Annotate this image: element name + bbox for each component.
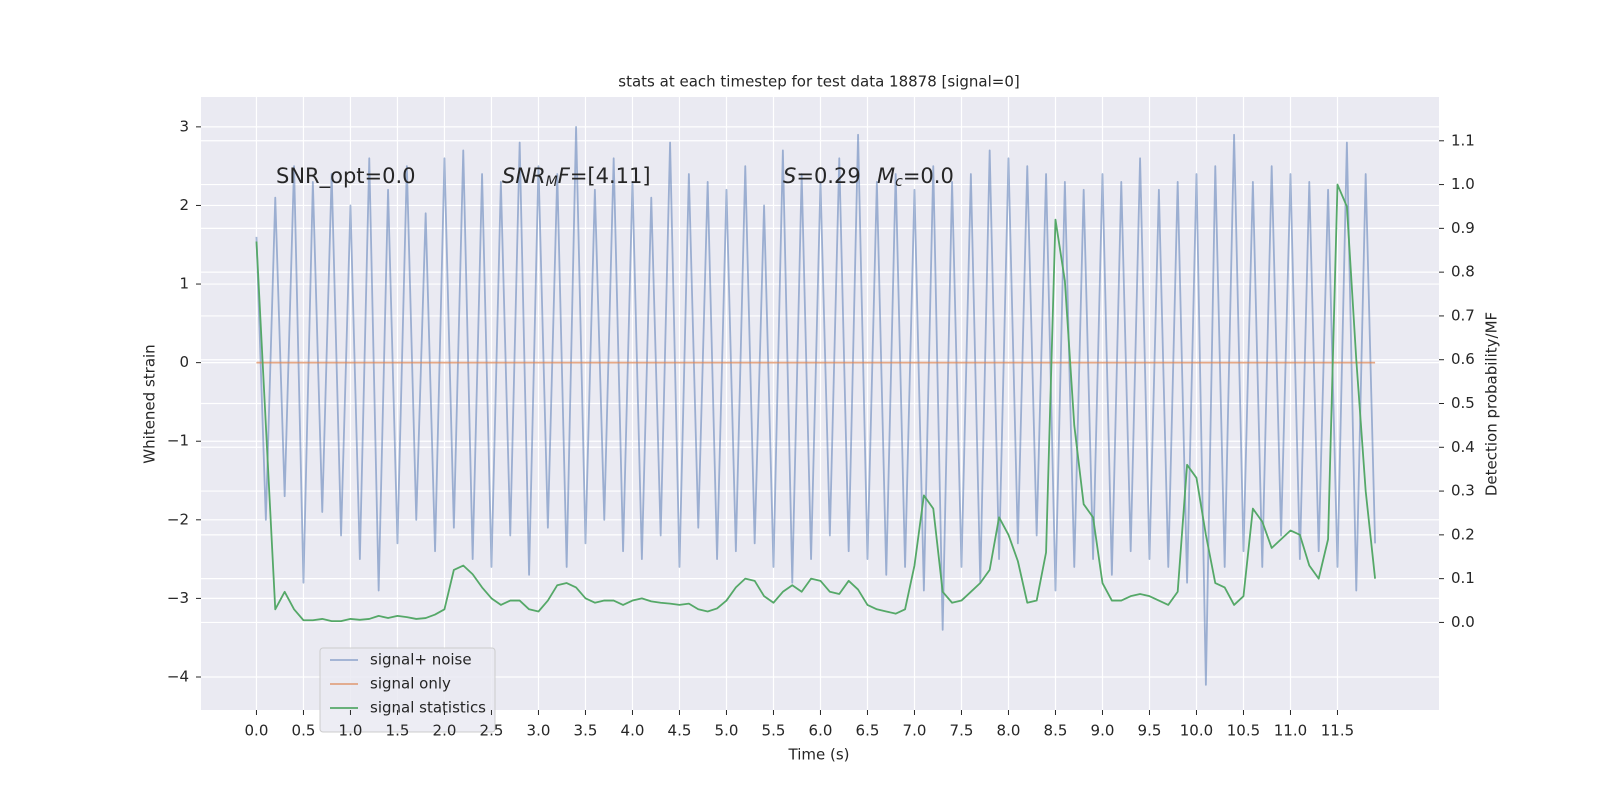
y-tick-label: −1 xyxy=(167,432,189,450)
x-tick-label: 8.0 xyxy=(997,722,1021,740)
y2-tick-label: 0.5 xyxy=(1451,394,1475,412)
y2-tick-label: 1.0 xyxy=(1451,175,1475,193)
legend-box xyxy=(319,647,496,733)
x-tick-label: 7.5 xyxy=(950,722,974,740)
y2-tick-label: 0.4 xyxy=(1451,438,1475,456)
x-tick-label: 8.5 xyxy=(1044,722,1068,740)
y-tick-label: −4 xyxy=(167,667,189,685)
y-tick-label: 0 xyxy=(179,353,189,371)
series-layer xyxy=(255,125,1376,686)
x-tick-label: 3.5 xyxy=(574,722,598,740)
annotation-text: =0.29 xyxy=(796,164,860,188)
x-tick-label: 1.5 xyxy=(386,722,410,740)
annotation: SNR_opt=0.0 xyxy=(276,164,416,189)
x-tick-label: 3.0 xyxy=(527,722,551,740)
legend-label: signal+ noise xyxy=(370,651,472,669)
legend: signal+ noise signal only signal statistic… xyxy=(319,647,496,733)
x-tick-label: 0.0 xyxy=(245,722,269,740)
x-tick-label: 5.0 xyxy=(715,722,739,740)
annotation-text: M xyxy=(546,174,558,190)
x-tick-label: 4.5 xyxy=(668,722,692,740)
x-tick-label: 7.0 xyxy=(903,722,927,740)
annotation: Mc=0.0 xyxy=(877,164,954,190)
x-tick-label: 1.0 xyxy=(339,722,363,740)
y-tick-label: 1 xyxy=(179,275,189,293)
annotation-text: S xyxy=(783,164,796,188)
annotation: SNRMF=[4.11] xyxy=(502,164,651,190)
y2-axis-label: Detection probability/MF xyxy=(1483,312,1501,496)
x-tick-label: 11.5 xyxy=(1321,722,1354,740)
y-tick-label: −2 xyxy=(167,510,189,528)
x-tick-label: 11.0 xyxy=(1274,722,1307,740)
y2-tick-label: 0.6 xyxy=(1451,350,1475,368)
x-tick-label: 4.0 xyxy=(621,722,645,740)
y2-tick-label: 0.9 xyxy=(1451,219,1475,237)
x-tick-label: 10.0 xyxy=(1180,722,1213,740)
y-tick-label: 2 xyxy=(179,196,189,214)
y2-tick-label: 1.1 xyxy=(1451,131,1475,149)
y2-tick-label: 0.1 xyxy=(1451,569,1475,587)
x-tick-label: 9.5 xyxy=(1138,722,1162,740)
x-tick-label: 2.5 xyxy=(480,722,504,740)
annotation-text: F xyxy=(558,164,571,188)
x-axis-label: Time (s) xyxy=(788,746,850,764)
annotation-text: SNR xyxy=(502,164,546,188)
annotation-text: SNR_opt=0.0 xyxy=(276,164,416,189)
series-line xyxy=(255,183,1376,623)
y2-tick-label: 0.2 xyxy=(1451,525,1475,543)
chart-title: stats at each timestep for test data 188… xyxy=(618,73,1019,91)
annotation-text: =[4.11] xyxy=(570,164,651,188)
y-axis-label: Whitened strain xyxy=(141,344,159,463)
annotation-text: M xyxy=(877,164,895,188)
y-tick-label: 3 xyxy=(179,117,189,135)
x-tick-label: 6.5 xyxy=(856,722,880,740)
x-tick-label: 2.0 xyxy=(433,722,457,740)
legend-label: signal only xyxy=(370,675,451,693)
x-tick-label: 10.5 xyxy=(1227,722,1260,740)
y2-tick-label: 0.7 xyxy=(1451,306,1475,324)
x-tick-label: 9.0 xyxy=(1091,722,1115,740)
y-tick-label: −3 xyxy=(167,589,189,607)
annotation-text: =0.0 xyxy=(903,164,954,188)
legend-label: signal statistics xyxy=(370,699,486,717)
y2-tick-label: 0.0 xyxy=(1451,613,1475,631)
annotation-text: c xyxy=(895,174,903,190)
y2-tick-label: 0.3 xyxy=(1451,482,1475,500)
y2-tick-label: 0.8 xyxy=(1451,263,1475,281)
x-tick-label: 5.5 xyxy=(762,722,786,740)
x-tick-label: 6.0 xyxy=(809,722,833,740)
annotation: S=0.29 xyxy=(783,164,861,188)
x-tick-label: 0.5 xyxy=(292,722,316,740)
series-line xyxy=(255,125,1376,686)
